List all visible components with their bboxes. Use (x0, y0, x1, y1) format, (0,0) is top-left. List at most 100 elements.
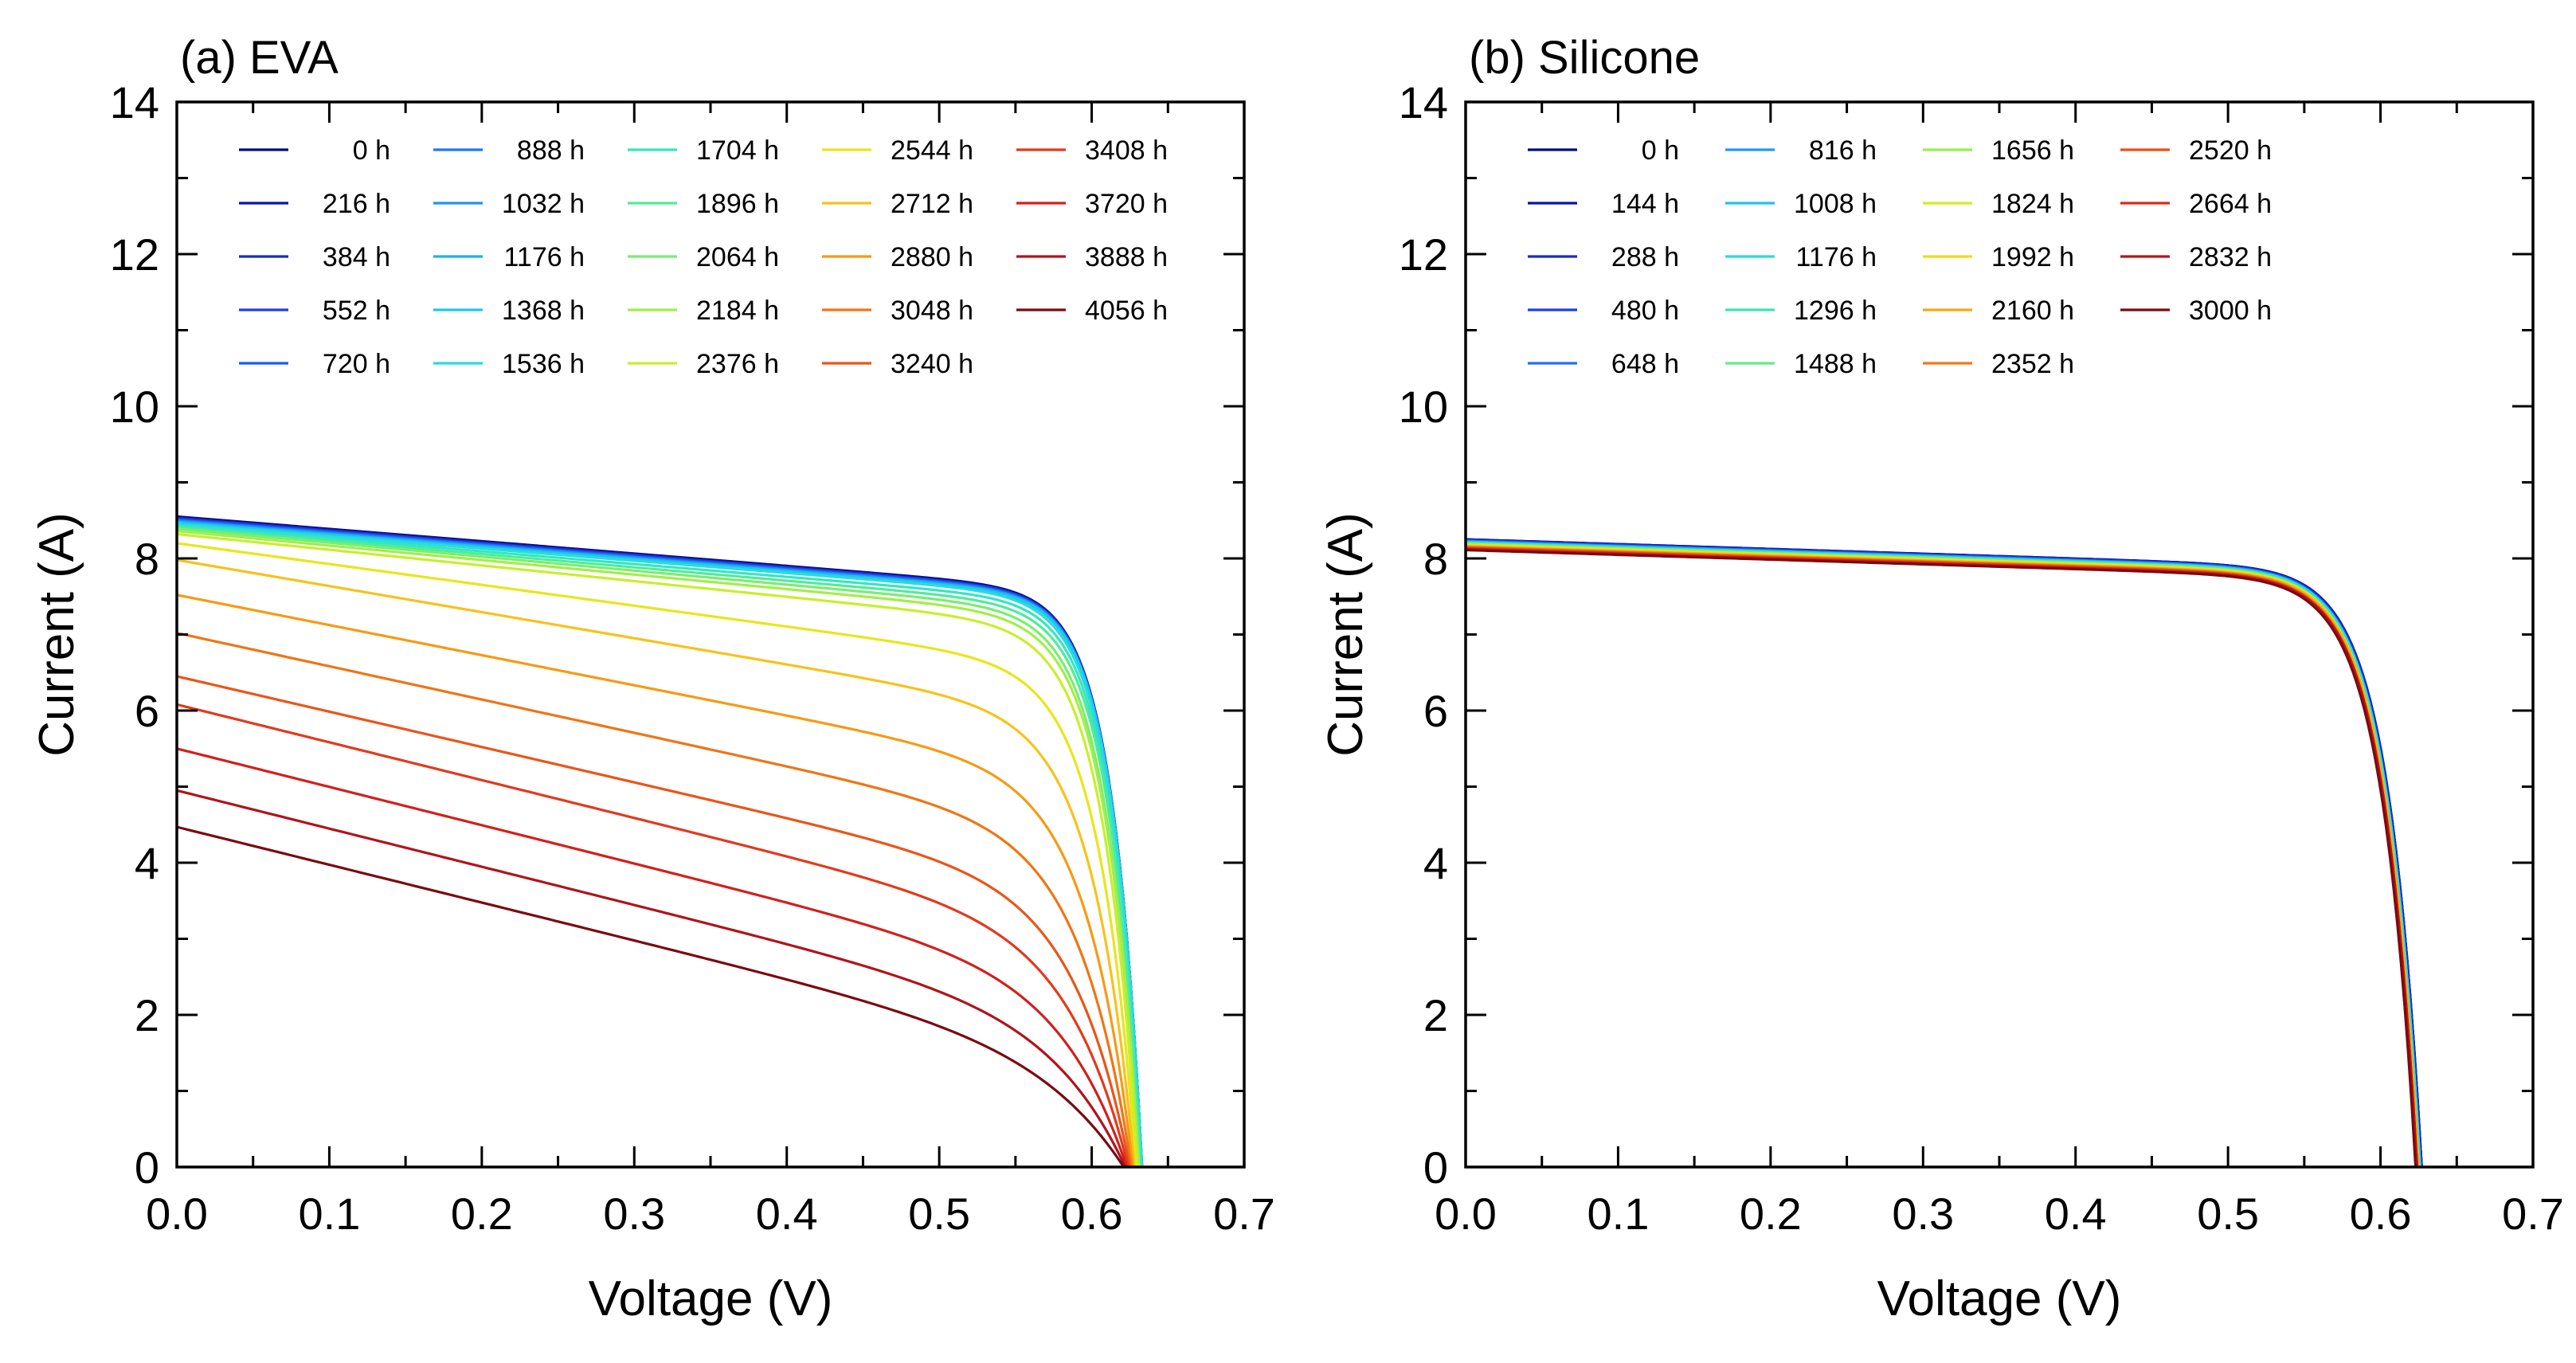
y-tick-label: 12 (1399, 229, 1448, 280)
y-tick-label: 0 (135, 1142, 159, 1193)
series-line-3408h (176, 703, 1130, 1168)
legend: 0 h 216 h 384 h 552 h 720 h 888 h 1032 h 1176 h… (239, 135, 1168, 379)
y-tick-label: 8 (1423, 534, 1448, 584)
legend-label: 1368 h (502, 296, 585, 326)
x-tick-label: 0.3 (1892, 1189, 1954, 1239)
y-axis: 0 2 4 6 8 10 12 14 (110, 77, 1244, 1193)
x-tick-label: 0.4 (756, 1189, 818, 1239)
legend-label: 4056 h (1085, 296, 1168, 326)
y-tick-label: 2 (135, 990, 159, 1040)
x-tick-label: 0.5 (2197, 1189, 2259, 1239)
legend-item: 288 h (1528, 242, 1679, 272)
legend-item: 1536 h (433, 349, 585, 379)
x-axis: 0.0 0.1 0.2 0.3 0.4 0.5 0.6 0.7 (1435, 102, 2564, 1239)
x-tick-label: 0.1 (298, 1189, 360, 1239)
legend-label: 1176 h (1796, 242, 1877, 272)
series-line-1656h (1465, 542, 2421, 1168)
legend-label: 2544 h (891, 135, 973, 166)
legend-item: 2832 h (2120, 242, 2272, 272)
legend-item: 2352 h (1923, 349, 2074, 379)
legend-item: 2664 h (2120, 189, 2272, 219)
series-line-1824h (1465, 543, 2421, 1168)
legend-item: 0 h (239, 135, 390, 166)
series-line-2064h (176, 527, 1141, 1168)
legend-label: 3888 h (1085, 242, 1168, 272)
y-tick-label: 6 (135, 686, 159, 736)
legend-item: 2064 h (628, 242, 779, 272)
series-line-1176h (176, 520, 1144, 1168)
legend-label: 2520 h (2189, 135, 2272, 166)
legend-item: 384 h (239, 242, 390, 272)
series-line-648h (1465, 539, 2421, 1168)
y-tick-label: 14 (1399, 77, 1448, 127)
legend-label: 144 h (1611, 189, 1679, 219)
legend-label: 2160 h (1991, 296, 2074, 326)
legend-item: 3720 h (1016, 189, 1168, 219)
legend-label: 1992 h (1991, 242, 2074, 272)
legend-item: 1008 h (1725, 189, 1877, 219)
x-tick-label: 0.5 (908, 1189, 970, 1239)
x-axis-title: Voltage (V) (589, 1271, 833, 1326)
legend-label: 2376 h (696, 349, 779, 379)
legend-item: 3240 h (822, 349, 973, 379)
panel-title: (b) Silicone (1469, 32, 1700, 84)
legend-label: 2712 h (891, 189, 973, 219)
y-tick-label: 4 (1423, 838, 1448, 888)
legend-label: 1296 h (1794, 296, 1877, 326)
legend-label: 288 h (1611, 242, 1679, 272)
legend-item: 216 h (239, 189, 390, 219)
series-line-480h (1465, 539, 2421, 1168)
legend-label: 3408 h (1085, 135, 1168, 166)
series-line-1008h (1465, 540, 2421, 1168)
legend-label: 0 h (353, 135, 390, 166)
x-tick-label: 0.0 (1435, 1189, 1497, 1239)
legend-label: 1536 h (502, 349, 585, 379)
legend-label: 2064 h (696, 242, 779, 272)
legend: 0 h 144 h 288 h 480 h 648 h 816 h 1008 h 1176 h… (1528, 135, 2272, 379)
panel-silicone: 0.0 0.1 0.2 0.3 0.4 0.5 0.6 0.7 0 2 4 6 8 10 12 14 (b) S… (1318, 32, 2564, 1326)
legend-label: 0 h (1642, 135, 1679, 166)
legend-item: 648 h (1528, 349, 1679, 379)
legend-item: 816 h (1725, 135, 1877, 166)
series-line-3888h (176, 789, 1127, 1168)
legend-label: 816 h (1809, 135, 1877, 166)
legend-label: 384 h (323, 242, 390, 272)
y-axis-title: Current (A) (29, 512, 84, 757)
legend-item: 1656 h (1923, 135, 2074, 166)
legend-label: 648 h (1611, 349, 1679, 379)
panel-title: (a) EVA (180, 32, 339, 84)
series-line-2880h (176, 593, 1134, 1168)
series-line-3720h (176, 747, 1129, 1168)
legend-item: 1032 h (433, 189, 585, 219)
x-tick-label: 0.4 (2045, 1189, 2107, 1239)
legend-item: 552 h (239, 296, 390, 326)
legend-item: 3000 h (2120, 296, 2272, 326)
legend-item: 1296 h (1725, 296, 1877, 326)
legend-label: 1824 h (1991, 189, 2074, 219)
legend-item: 3888 h (1016, 242, 1168, 272)
legend-item: 480 h (1528, 296, 1679, 326)
legend-label: 2664 h (2189, 189, 2272, 219)
legend-label: 1896 h (696, 189, 779, 219)
legend-item: 2880 h (822, 242, 973, 272)
legend-item: 1176 h (433, 242, 585, 272)
legend-item: 4056 h (1016, 296, 1168, 326)
legend-label: 1008 h (1794, 189, 1877, 219)
series-line-4056h (176, 825, 1126, 1168)
y-tick-label: 14 (110, 77, 159, 127)
series-line-1296h (1465, 542, 2421, 1168)
x-tick-label: 0.0 (146, 1189, 208, 1239)
x-tick-label: 0.7 (2502, 1189, 2564, 1239)
legend-item: 2160 h (1923, 296, 2074, 326)
series-line-2520h (1465, 546, 2419, 1168)
x-tick-label: 0.7 (1213, 1189, 1275, 1239)
x-tick-label: 0.2 (1740, 1189, 1802, 1239)
legend-item: 1896 h (628, 189, 779, 219)
legend-label: 2184 h (696, 296, 779, 326)
y-tick-label: 6 (1423, 686, 1448, 736)
series-line-2352h (1465, 546, 2419, 1168)
series-line-2160h (1465, 545, 2421, 1168)
y-tick-label: 2 (1423, 990, 1448, 1040)
series-line-2832h (1465, 547, 2419, 1168)
